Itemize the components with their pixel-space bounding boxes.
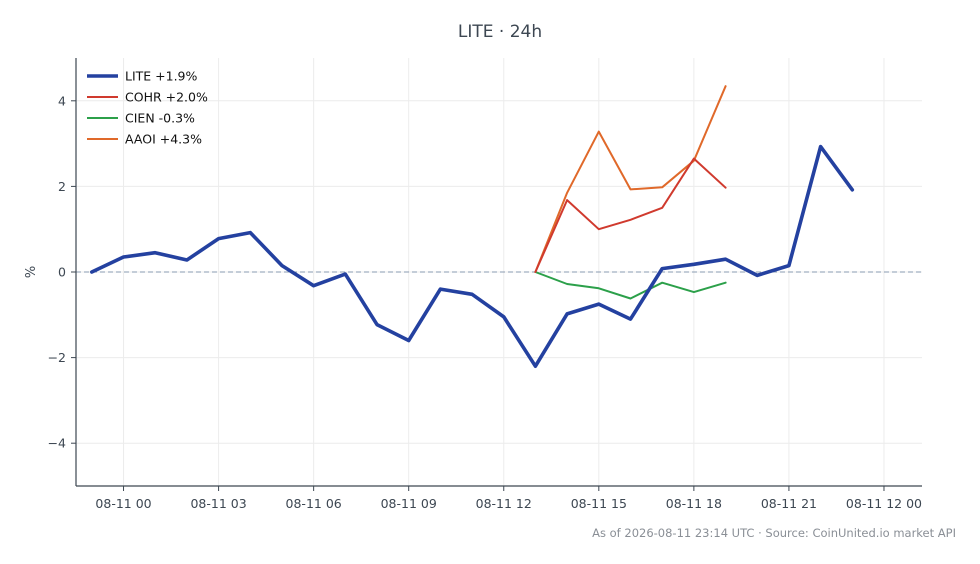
series-line-aaoi	[534, 85, 727, 273]
series-line-cien	[534, 271, 727, 300]
source-footer: As of 2026-08-11 23:14 UTC · Source: Coi…	[592, 526, 956, 540]
grid-lines	[76, 58, 922, 486]
x-tick-label: 08-11 09	[381, 496, 437, 511]
x-tick-label: 08-11 12	[476, 496, 532, 511]
legend-label: LITE +1.9%	[125, 69, 198, 84]
x-tick-label: 08-11 21	[761, 496, 817, 511]
x-tick-label: 08-11 06	[286, 496, 342, 511]
y-tick-label: 0	[58, 265, 66, 280]
y-tick-label: −4	[48, 436, 66, 451]
series-lines	[90, 85, 855, 369]
legend-label: CIEN -0.3%	[125, 111, 195, 126]
x-tick-label: 08-11 15	[571, 496, 627, 511]
legend-label: COHR +2.0%	[125, 90, 208, 105]
series-line-lite	[90, 144, 855, 369]
y-tick-label: −2	[48, 350, 66, 365]
axes: −4 −2 0 2 4 08-11 00 08-11 03 08-11 06 08-11 09 0…	[48, 58, 922, 511]
chart-title: LITE · 24h	[458, 22, 542, 42]
legend: LITE +1.9% COHR +2.0% CIEN -0.3% AAOI +4.3%	[87, 69, 208, 147]
series-line-cohr	[534, 157, 727, 273]
x-tick-label: 08-11 12 00	[846, 496, 922, 511]
x-tick-label: 08-11 00	[95, 496, 151, 511]
x-tick-label: 08-11 18	[666, 496, 722, 511]
legend-label: AAOI +4.3%	[125, 132, 202, 147]
y-axis-label: %	[24, 266, 39, 278]
y-tick-label: 2	[58, 179, 66, 194]
y-tick-label: 4	[58, 93, 66, 108]
x-tick-label: 08-11 03	[190, 496, 246, 511]
